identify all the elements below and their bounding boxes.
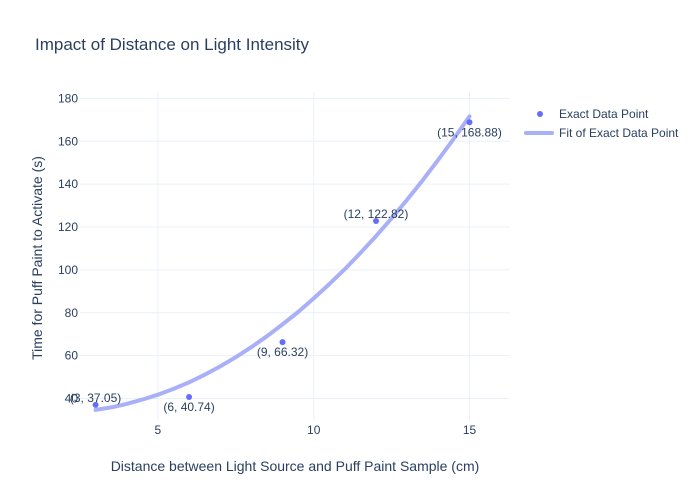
y-tick-label: 60	[65, 349, 79, 363]
tick-layer: 40 60 80 100 120 140 160 180 5 10 15	[58, 91, 477, 437]
data-point[interactable]	[186, 393, 193, 400]
data-label: (15, 168.88)	[437, 125, 502, 139]
x-axis-title: Distance between Light Source and Puff P…	[111, 458, 480, 474]
fit-layer	[93, 114, 472, 412]
fit-line	[93, 114, 472, 412]
legend-label-fit: Fit of Exact Data Point	[559, 126, 679, 140]
y-tick-label: 100	[58, 263, 78, 277]
y-tick-label: 180	[58, 91, 78, 105]
legend-item-fit[interactable]: Fit of Exact Data Point	[524, 126, 679, 140]
legend-label-exact-data-point: Exact Data Point	[559, 107, 649, 121]
data-point[interactable]	[279, 339, 286, 346]
legend-item-exact-data-point[interactable]: Exact Data Point	[537, 107, 649, 121]
x-tick-label: 10	[307, 423, 321, 437]
data-label: (12, 122.82)	[344, 207, 409, 221]
data-label: (9, 66.32)	[257, 345, 308, 359]
chart-title: Impact of Distance on Light Intensity	[35, 35, 310, 54]
y-tick-label: 40	[65, 392, 79, 406]
grid-layer	[80, 92, 510, 420]
x-tick-label: 15	[463, 423, 477, 437]
data-point[interactable]	[92, 401, 99, 408]
data-label: (3, 37.05)	[70, 391, 121, 405]
y-axis-title: Time for Puff Paint to Activate (s)	[29, 156, 45, 360]
data-label: (6, 40.74)	[163, 400, 214, 414]
y-tick-label: 160	[58, 134, 78, 148]
y-tick-label: 80	[65, 306, 79, 320]
marker-layer	[92, 119, 473, 408]
data-point[interactable]	[373, 218, 380, 225]
x-tick-label: 5	[155, 423, 162, 437]
y-tick-label: 140	[58, 177, 78, 191]
data-point[interactable]	[466, 119, 473, 126]
legend: Exact Data Point Fit of Exact Data Point	[524, 107, 679, 140]
legend-marker-icon	[537, 111, 543, 117]
label-layer: (3, 37.05) (6, 40.74) (9, 66.32) (12, 122.8…	[70, 125, 502, 414]
y-tick-label: 120	[58, 220, 78, 234]
